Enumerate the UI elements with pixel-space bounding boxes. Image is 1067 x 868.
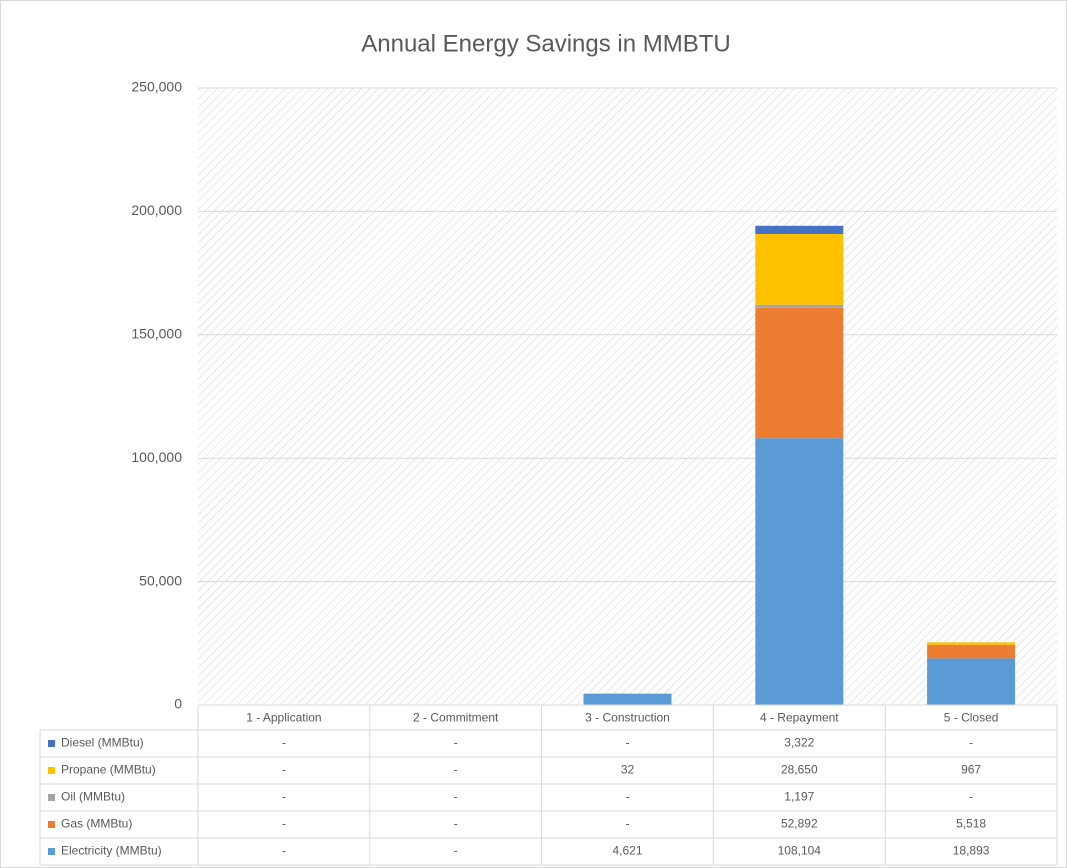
bar-segment [755, 438, 844, 705]
table-value: - [454, 817, 458, 831]
table-value: 4,621 [612, 844, 642, 858]
table-value: 18,893 [953, 844, 990, 858]
x-tick-label: 4 - Repayment [760, 711, 839, 725]
legend-label: Propane (MMBtu) [61, 763, 156, 777]
table-value: - [969, 790, 973, 804]
bar-segment [755, 233, 844, 305]
y-tick-label: 0 [174, 696, 182, 712]
bar-segment [927, 644, 1016, 659]
table-value: 108,104 [778, 844, 822, 858]
y-tick-label: 200,000 [131, 202, 182, 218]
x-tick-label: 2 - Commitment [413, 711, 499, 725]
x-tick-label: 1 - Application [246, 711, 321, 725]
x-tick-label: 5 - Closed [944, 711, 999, 725]
table-value: 52,892 [781, 817, 818, 831]
bar-segment [927, 658, 1016, 705]
table-value: - [969, 736, 973, 750]
bar-segment [583, 693, 672, 705]
table-value: - [454, 763, 458, 777]
legend-swatch [48, 767, 55, 774]
table-value: - [454, 790, 458, 804]
table-value: - [282, 763, 286, 777]
chart-title: Annual Energy Savings in MMBTU [361, 30, 731, 57]
bar-segment [927, 642, 1016, 645]
table-value: 3,322 [784, 736, 814, 750]
table-value: - [626, 736, 630, 750]
y-tick-label: 100,000 [131, 449, 182, 465]
y-tick-label: 50,000 [139, 572, 182, 588]
table-value: 5,518 [956, 817, 986, 831]
legend-label: Gas (MMBtu) [61, 817, 132, 831]
plot-area [198, 88, 1057, 705]
legend-swatch [48, 740, 55, 747]
legend-label: Electricity (MMBtu) [61, 844, 162, 858]
table-value: - [282, 736, 286, 750]
table-value: - [282, 817, 286, 831]
table-value: 32 [621, 763, 635, 777]
legend-swatch [48, 848, 55, 855]
table-value: 967 [961, 763, 981, 777]
table-value: - [454, 736, 458, 750]
bar-segment [755, 225, 844, 234]
legend-label: Diesel (MMBtu) [61, 736, 144, 750]
bar-segment [755, 307, 844, 439]
table-value: - [282, 844, 286, 858]
table-value: 1,197 [784, 790, 814, 804]
legend-swatch [48, 821, 55, 828]
y-tick-label: 150,000 [131, 326, 182, 342]
bar-segment [755, 304, 844, 308]
x-tick-label: 3 - Construction [585, 711, 670, 725]
y-tick-label: 250,000 [131, 79, 182, 95]
table-value: 28,650 [781, 763, 818, 777]
legend-swatch [48, 794, 55, 801]
table-value: - [454, 844, 458, 858]
table-value: - [282, 790, 286, 804]
table-value: - [626, 790, 630, 804]
table-value: - [626, 817, 630, 831]
legend-label: Oil (MMBtu) [61, 790, 125, 804]
